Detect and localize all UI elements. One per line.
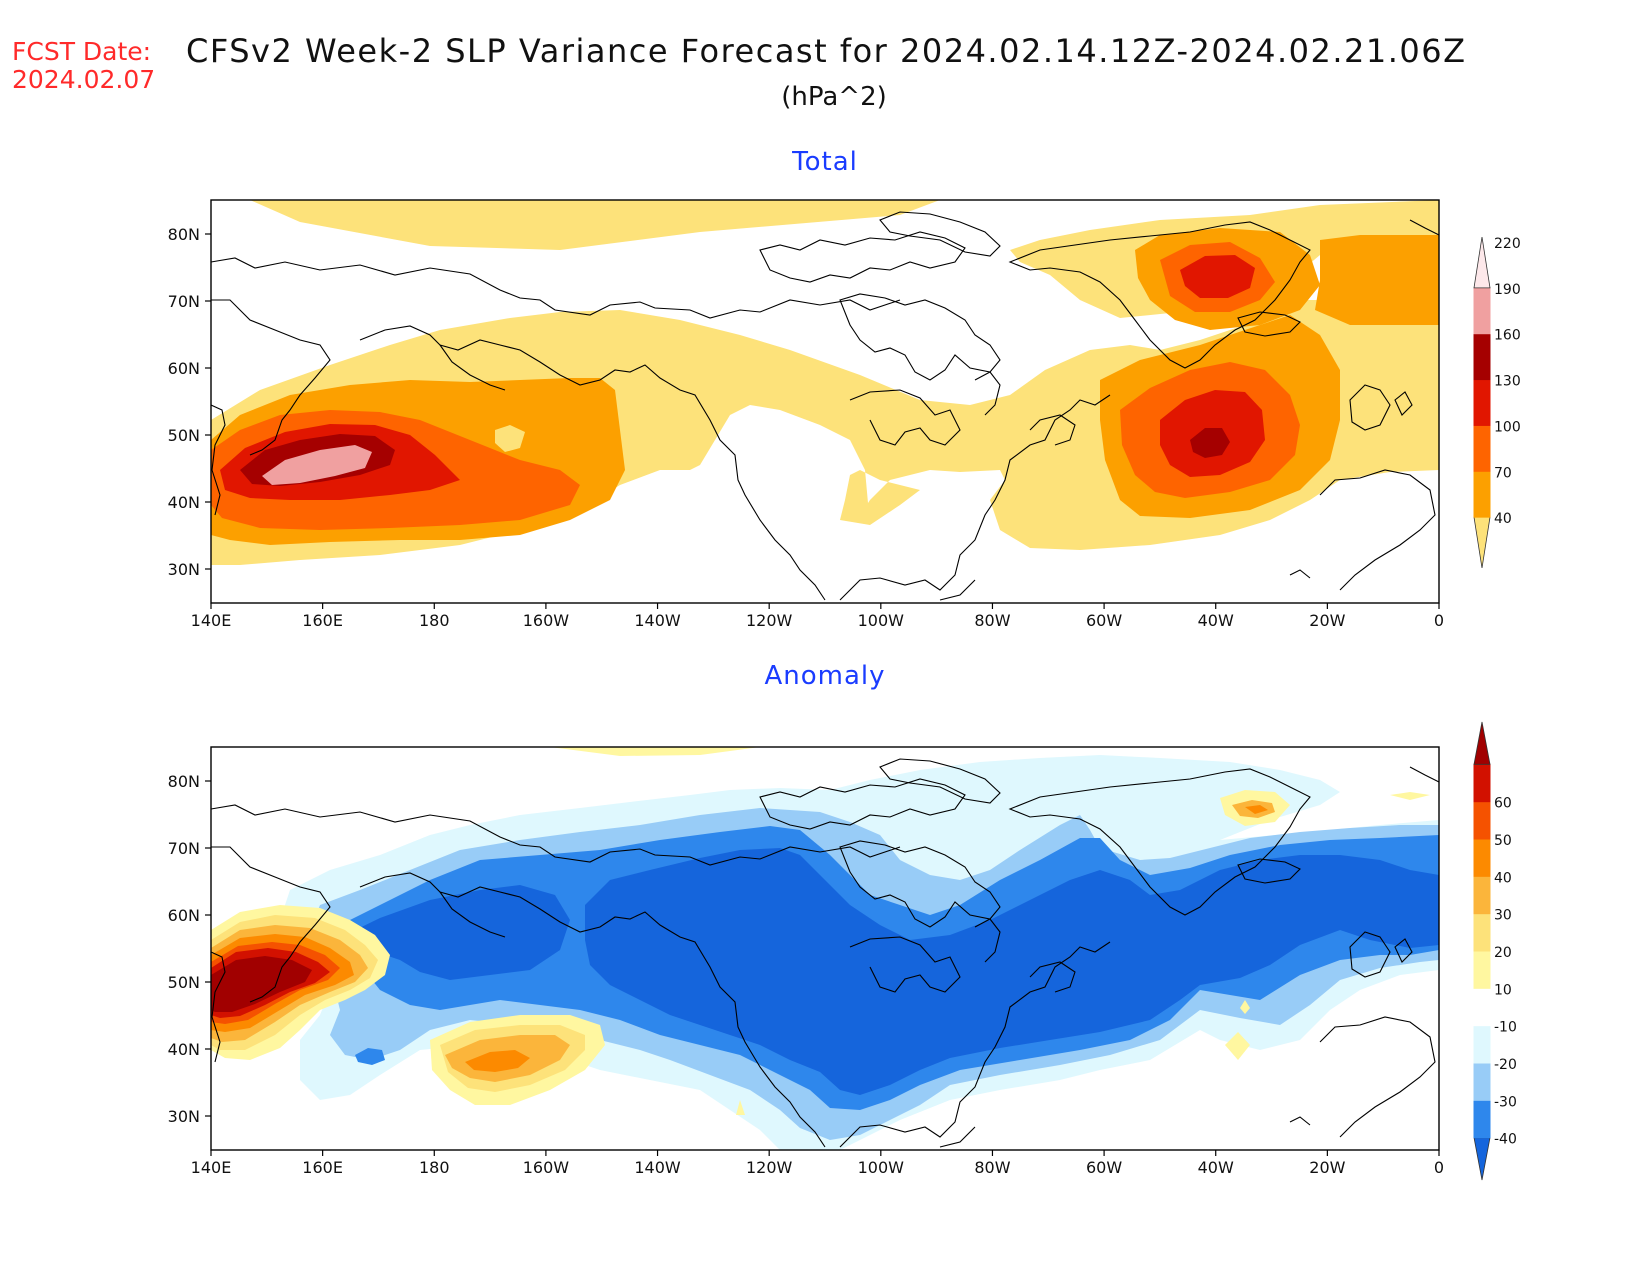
anomaly-lon-label: 20W <box>1309 1158 1345 1177</box>
panel-title-anomaly: Anomaly <box>764 661 886 691</box>
anomaly-lon-label: 180 <box>419 1158 450 1177</box>
colorbar-cell <box>1473 1099 1491 1139</box>
total-lon-label: 60W <box>1086 611 1122 630</box>
colorbar-label: -30 <box>1494 1094 1517 1110</box>
colorbar-label: 70 <box>1494 465 1512 481</box>
anomaly-colorbar: -40 -30 -20 -10 10 20 30 40 50 60 <box>1473 721 1517 1181</box>
anomaly-lon-label: 120W <box>746 1158 793 1177</box>
colorbar-cell <box>1473 236 1491 289</box>
colorbar-cell <box>1473 875 1491 915</box>
total-map <box>211 200 1439 603</box>
forecast-date-value: 2024.02.07 <box>12 65 156 94</box>
total-axes: 80N 70N 60N 50N 40N 30N 140E 160E 180 160W 140W 120… <box>168 225 1444 630</box>
anomaly-lon-label: 160W <box>523 1158 570 1177</box>
anomaly-lon-label: 40W <box>1198 1158 1234 1177</box>
panel-title-total: Total <box>792 147 858 177</box>
total-colorbar: 40 70 100 130 160 190 220 <box>1473 236 1521 569</box>
colorbar-cell <box>1473 424 1491 472</box>
colorbar-label: -10 <box>1494 1020 1517 1036</box>
anomaly-lon-label: 140W <box>634 1158 681 1177</box>
total-lon-label: 140E <box>191 611 232 630</box>
colorbar-label: 10 <box>1494 982 1512 998</box>
anomaly-lat-label: 80N <box>168 772 200 791</box>
anomaly-lon-label: 140E <box>191 1158 232 1177</box>
total-lon-label: 180 <box>419 611 450 630</box>
anomaly-coastlines <box>211 758 1439 1148</box>
colorbar-label: 160 <box>1494 328 1521 344</box>
colorbar-label: 50 <box>1494 833 1512 849</box>
forecast-date: FCST Date: 2024.02.07 <box>12 38 155 94</box>
colorbar-cell <box>1473 913 1491 952</box>
anomaly-lat-label: 70N <box>168 839 200 858</box>
anomaly-contour-neg40 <box>345 848 1439 1095</box>
total-lat-label: 60N <box>168 359 200 378</box>
total-lon-label: 160W <box>523 611 570 630</box>
colorbar-label: 40 <box>1494 511 1512 527</box>
colorbar-label: 100 <box>1494 419 1521 435</box>
colorbar-cell <box>1473 379 1491 426</box>
total-lat-label: 40N <box>168 493 200 512</box>
anomaly-positive-central <box>430 1015 605 1105</box>
anomaly-axes: 80N 70N 60N 50N 40N 30N 140E 160E 180 160W 140W 120… <box>168 772 1444 1177</box>
colorbar-cell <box>1473 516 1491 569</box>
colorbar-cell <box>1473 470 1491 518</box>
units-label: (hPa^2) <box>781 82 887 112</box>
total-map-frame <box>210 199 1440 604</box>
anomaly-lon-label: 60W <box>1086 1158 1122 1177</box>
colorbar-label: -40 <box>1494 1132 1517 1148</box>
colorbar-label: 220 <box>1494 236 1521 252</box>
total-lat-label: 70N <box>168 292 200 311</box>
total-contour-190 <box>262 445 372 485</box>
total-coastlines <box>211 211 1439 601</box>
total-contour-hole <box>495 425 525 452</box>
anomaly-map-frame <box>210 746 1440 1151</box>
total-lat-label: 80N <box>168 225 200 244</box>
colorbar-cell <box>1473 801 1491 840</box>
total-lon-label: 120W <box>746 611 793 630</box>
total-lon-label: 140W <box>634 611 681 630</box>
forecast-date-label: FCST Date: <box>12 37 152 66</box>
colorbar-cell <box>1473 1137 1491 1181</box>
colorbar-label: 30 <box>1494 908 1512 924</box>
anomaly-lon-label: 100W <box>858 1158 905 1177</box>
page-title: CFSv2 Week-2 SLP Variance Forecast for 2… <box>186 32 1467 70</box>
colorbar-cell <box>1473 763 1491 803</box>
anomaly-lat-label: 60N <box>168 906 200 925</box>
anomaly-lat-label: 40N <box>168 1040 200 1059</box>
total-lon-label: 100W <box>858 611 905 630</box>
total-lat-label: 30N <box>168 560 200 579</box>
colorbar-cell <box>1473 721 1491 765</box>
colorbar-label: -20 <box>1494 1057 1517 1073</box>
anomaly-positive-west <box>211 905 390 1060</box>
anomaly-lon-label: 80W <box>974 1158 1010 1177</box>
colorbar-cell <box>1473 287 1491 335</box>
colorbar-label: 20 <box>1494 945 1512 961</box>
anomaly-contour-pos-top <box>550 747 760 756</box>
colorbar-cell <box>1473 838 1491 877</box>
anomaly-lon-label: 160E <box>302 1158 343 1177</box>
colorbar-cell <box>1473 1062 1491 1101</box>
total-lon-label: 40W <box>1198 611 1234 630</box>
total-lon-label: 160E <box>302 611 343 630</box>
colorbar-label: 40 <box>1494 870 1512 886</box>
colorbar-cell <box>1473 950 1491 989</box>
total-lat-label: 50N <box>168 426 200 445</box>
anomaly-lat-label: 50N <box>168 973 200 992</box>
colorbar-label: 190 <box>1494 282 1521 298</box>
colorbar-cell <box>1473 333 1491 381</box>
total-lon-label: 80W <box>974 611 1010 630</box>
anomaly-positive-east <box>736 790 1430 1115</box>
anomaly-lon-label: 0 <box>1434 1158 1444 1177</box>
colorbar-cell <box>1473 1025 1491 1064</box>
colorbar-cell <box>1473 987 1491 1027</box>
total-lon-label: 0 <box>1434 611 1444 630</box>
colorbar-label: 130 <box>1494 374 1521 390</box>
anomaly-map <box>211 747 1439 1150</box>
total-lon-label: 20W <box>1309 611 1345 630</box>
anomaly-lat-label: 30N <box>168 1107 200 1126</box>
colorbar-label: 60 <box>1494 796 1512 812</box>
